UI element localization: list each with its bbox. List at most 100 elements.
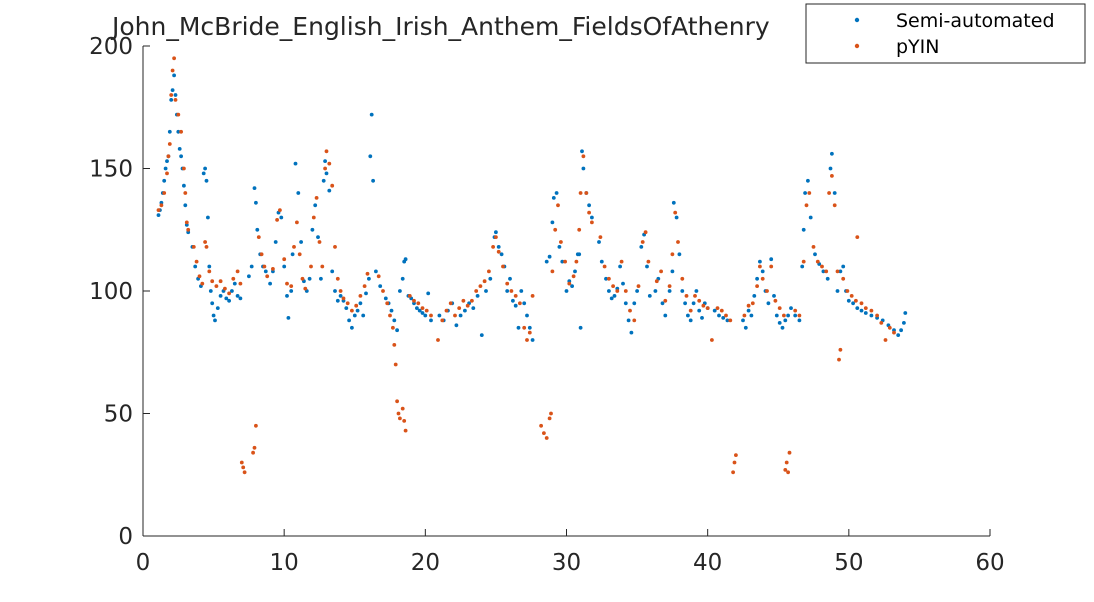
point-pyin (278, 208, 282, 213)
point-pyin (275, 218, 279, 222)
point-semi-automated (712, 308, 717, 313)
point-semi-automated (273, 240, 278, 244)
point-pyin (732, 460, 737, 465)
point-semi-automated (179, 154, 184, 159)
point-pyin (824, 269, 829, 274)
point-pyin (444, 308, 449, 313)
point-semi-automated (254, 200, 258, 205)
point-pyin (619, 259, 624, 264)
point-semi-automated (403, 257, 408, 262)
point-semi-automated (645, 264, 649, 269)
point-pyin (314, 196, 319, 200)
point-pyin (513, 294, 518, 298)
point-semi-automated (247, 274, 251, 279)
point-pyin (688, 308, 693, 313)
point-semi-automated (599, 259, 604, 264)
point-semi-automated (415, 306, 419, 310)
point-semi-automated (632, 301, 637, 306)
point-semi-automated (210, 301, 215, 306)
point-pyin (724, 313, 728, 318)
point-pyin (242, 470, 247, 475)
point-pyin (784, 460, 789, 465)
point-pyin (300, 276, 305, 281)
point-pyin (303, 286, 308, 291)
point-semi-automated (170, 88, 175, 92)
point-semi-automated (663, 313, 668, 318)
point-pyin (436, 338, 440, 342)
point-semi-automated (513, 303, 518, 308)
point-semi-automated (420, 311, 425, 315)
point-pyin (841, 276, 846, 281)
point-pyin (773, 298, 778, 303)
point-semi-automated (581, 166, 586, 171)
point-pyin (719, 308, 724, 313)
point-pyin (827, 191, 831, 195)
point-pyin (271, 267, 275, 271)
point-semi-automated (172, 73, 177, 78)
point-pyin (830, 174, 834, 178)
point-semi-automated (801, 227, 806, 232)
point-semi-automated (511, 298, 515, 303)
point-semi-automated (755, 276, 759, 281)
point-pyin (265, 274, 270, 279)
point-pyin (448, 301, 453, 306)
point-pyin (835, 269, 840, 274)
point-semi-automated (838, 269, 843, 274)
point-semi-automated (364, 291, 368, 296)
point-pyin (693, 294, 697, 298)
point-pyin (728, 318, 733, 323)
point-semi-automated (350, 325, 354, 330)
point-semi-automated (570, 284, 574, 288)
point-pyin (615, 289, 620, 293)
point-semi-automated (825, 276, 830, 281)
point-semi-automated (639, 245, 644, 249)
point-pyin (673, 210, 678, 215)
point-pyin (203, 240, 208, 244)
point-semi-automated (499, 252, 504, 257)
point-semi-automated (471, 306, 476, 310)
point-pyin (345, 301, 350, 306)
point-pyin (238, 281, 243, 286)
point-pyin (559, 240, 563, 244)
point-pyin (214, 284, 219, 288)
point-pyin (482, 279, 487, 284)
point-pyin (204, 245, 209, 249)
point-pyin (429, 313, 433, 318)
point-semi-automated (213, 318, 217, 323)
point-semi-automated (717, 313, 721, 318)
series-semi-automated (156, 73, 908, 342)
point-pyin (335, 276, 340, 281)
point-semi-automated (618, 264, 622, 269)
point-pyin (156, 208, 161, 213)
point-semi-automated (677, 252, 682, 257)
point-pyin (801, 259, 806, 264)
point-pyin (879, 321, 884, 325)
point-semi-automated (806, 178, 810, 183)
point-pyin (760, 276, 765, 281)
point-semi-automated (330, 269, 335, 274)
point-pyin (166, 154, 171, 159)
point-semi-automated (395, 328, 399, 333)
point-pyin (509, 289, 514, 293)
point-pyin (381, 289, 385, 293)
point-pyin (392, 343, 397, 347)
point-semi-automated (899, 328, 903, 333)
point-semi-automated (590, 215, 594, 220)
point-semi-automated (156, 213, 161, 218)
point-pyin (659, 269, 663, 274)
point-pyin (837, 357, 841, 362)
point-semi-automated (741, 318, 745, 323)
point-semi-automated (165, 159, 169, 164)
point-semi-automated (374, 269, 378, 274)
point-semi-automated (686, 313, 690, 318)
point-pyin (815, 259, 820, 264)
point-pyin (623, 289, 628, 293)
point-pyin (786, 470, 790, 475)
point-semi-automated (193, 264, 198, 269)
point-semi-automated (859, 308, 864, 313)
point-semi-automated (793, 313, 798, 318)
point-semi-automated (458, 313, 463, 318)
point-pyin (574, 259, 579, 264)
point-pyin (797, 313, 802, 318)
point-pyin (505, 281, 510, 286)
